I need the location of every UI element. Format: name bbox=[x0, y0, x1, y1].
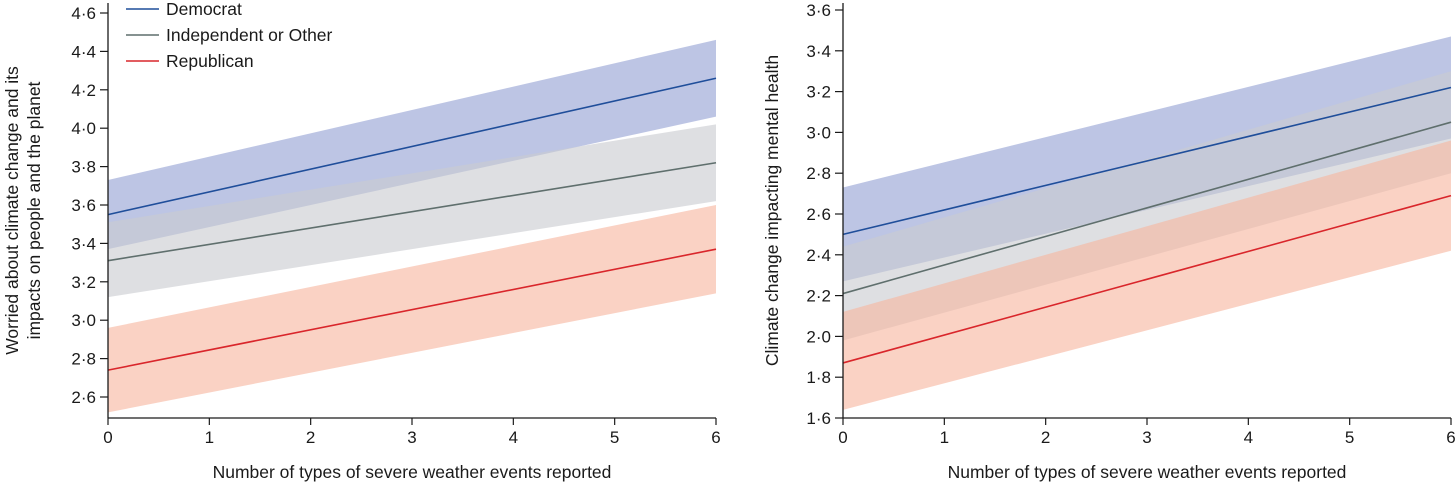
right-chart-panel: 1·6 1·8 2·0 2·2 2·4 2·6 2·8 3·0 3·2 3·4 3·6 0 1 2 3 4 5 6… bbox=[762, 1, 1456, 482]
left-chart-panel: 2·6 2·8 3·0 3·2 3·4 3·6 3·8 4·0 4·2 4·4 4·6 0 1 2 3 4 5 6… bbox=[2, 3, 721, 482]
y-tick-label: 2·2 bbox=[806, 287, 831, 306]
y-tick-label: 1·8 bbox=[806, 368, 831, 387]
x-tick-label: 1 bbox=[940, 428, 949, 447]
y-axis-title: Worried about climate change and its bbox=[2, 66, 22, 355]
x-tick-label: 3 bbox=[1142, 428, 1151, 447]
y-tick-label: 2·6 bbox=[806, 205, 831, 224]
republican-confidence-band bbox=[843, 140, 1451, 410]
x-tick-label: 5 bbox=[1345, 428, 1354, 447]
y-tick-label: 3·6 bbox=[71, 196, 96, 215]
series-lines bbox=[107, 77, 717, 371]
x-tick-label: 5 bbox=[610, 428, 619, 447]
x-tick-label: 4 bbox=[1244, 428, 1253, 447]
y-axis-title: Climate change impacting mental health bbox=[762, 55, 782, 366]
republican-series-line bbox=[842, 194, 1452, 364]
democrat-series-line bbox=[842, 86, 1452, 236]
legend-label: Independent or Other bbox=[166, 25, 333, 45]
y-tick-label: 2·6 bbox=[71, 388, 96, 407]
y-tick-label: 2·8 bbox=[806, 164, 831, 183]
x-tick-label: 2 bbox=[306, 428, 315, 447]
y-tick-label: 3·2 bbox=[806, 83, 831, 102]
x-axis: 0 1 2 3 4 5 6 bbox=[103, 417, 721, 447]
x-tick-label: 1 bbox=[205, 428, 214, 447]
x-tick-label: 6 bbox=[711, 428, 720, 447]
x-tick-label: 0 bbox=[838, 428, 847, 447]
y-tick-label: 1·6 bbox=[806, 409, 831, 428]
legend-label: Democrat bbox=[166, 0, 242, 19]
legend-item: Independent or Other bbox=[126, 25, 333, 45]
x-axis-title: Number of types of severe weather events… bbox=[213, 462, 612, 482]
democrat-series-line bbox=[107, 77, 717, 216]
legend: Democrat Independent or Other Republican bbox=[126, 0, 333, 71]
democrat-confidence-band bbox=[108, 39, 716, 250]
y-tick-label: 3·0 bbox=[71, 311, 96, 330]
x-tick-label: 4 bbox=[509, 428, 518, 447]
confidence-bands bbox=[843, 36, 1451, 410]
y-tick-label: 3·4 bbox=[806, 42, 831, 61]
legend-label: Republican bbox=[166, 51, 254, 71]
y-tick-label: 2·4 bbox=[806, 246, 831, 265]
y-tick-label: 4·6 bbox=[71, 4, 96, 23]
y-axis-title: impacts on people and the planet bbox=[24, 81, 44, 339]
y-tick-label: 2·0 bbox=[806, 327, 831, 346]
confidence-bands bbox=[108, 39, 716, 413]
republican-confidence-band bbox=[108, 205, 716, 413]
y-tick-label: 4·4 bbox=[71, 42, 96, 61]
independent-confidence-band bbox=[108, 124, 716, 298]
x-tick-label: 0 bbox=[103, 428, 112, 447]
y-axis: 1·6 1·8 2·0 2·2 2·4 2·6 2·8 3·0 3·2 3·4 3·6 bbox=[806, 1, 844, 428]
y-tick-label: 4·0 bbox=[71, 119, 96, 138]
y-axis: 2·6 2·8 3·0 3·2 3·4 3·6 3·8 4·0 4·2 4·4 4·6 bbox=[71, 3, 109, 418]
independent-series-line bbox=[107, 161, 717, 262]
y-tick-label: 3·0 bbox=[806, 123, 831, 142]
x-tick-label: 6 bbox=[1446, 428, 1455, 447]
independent-series-line bbox=[842, 121, 1452, 295]
legend-item: Republican bbox=[126, 51, 254, 71]
y-tick-label: 4·2 bbox=[71, 81, 96, 100]
x-tick-label: 2 bbox=[1041, 428, 1050, 447]
republican-series-line bbox=[107, 248, 717, 371]
series-lines bbox=[842, 86, 1452, 364]
y-tick-label: 3·6 bbox=[806, 1, 831, 20]
y-tick-label: 3·8 bbox=[71, 158, 96, 177]
legend-item: Democrat bbox=[126, 0, 242, 19]
x-tick-label: 3 bbox=[407, 428, 416, 447]
y-tick-label: 3·4 bbox=[71, 234, 96, 253]
x-axis-title: Number of types of severe weather events… bbox=[948, 462, 1347, 482]
x-axis: 0 1 2 3 4 5 6 bbox=[838, 417, 1456, 447]
y-tick-label: 3·2 bbox=[71, 273, 96, 292]
y-tick-label: 2·8 bbox=[71, 350, 96, 369]
